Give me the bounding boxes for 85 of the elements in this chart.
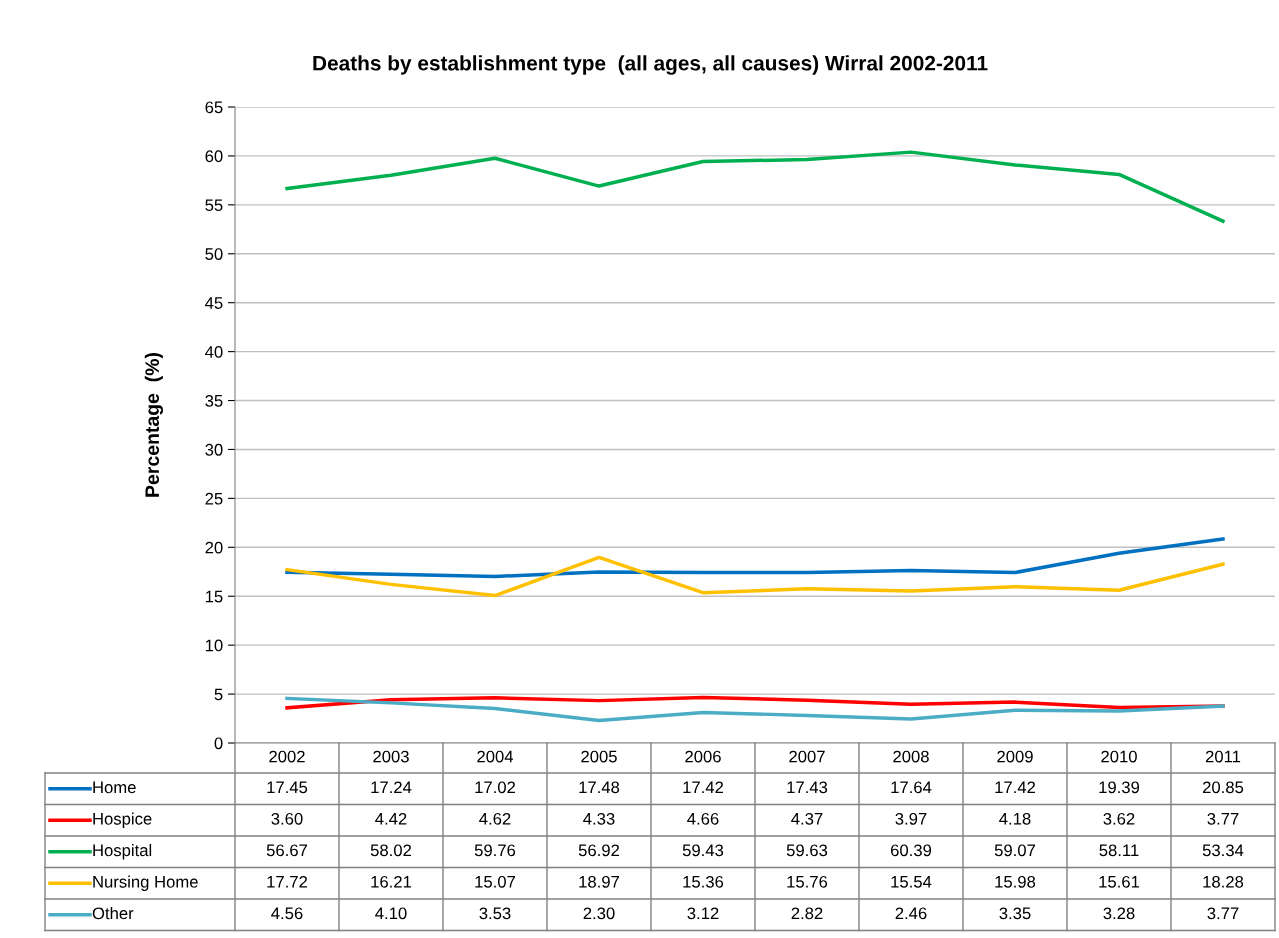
data-label: 16.21: [371, 875, 412, 888]
data-label: 3.62: [1103, 812, 1135, 825]
data-label: 3.60: [271, 812, 303, 825]
x-tick-label: 2005: [581, 750, 617, 763]
data-label: 17.48: [579, 781, 620, 794]
legend-label: Nursing Home: [93, 875, 198, 892]
data-label: 4.10: [375, 907, 407, 920]
data-label: 15.07: [475, 875, 516, 888]
x-tick-label: 2009: [997, 750, 1033, 763]
line-series: [285, 537, 1225, 579]
data-label: 19.39: [1099, 781, 1140, 794]
y-tick-label: 30: [205, 443, 223, 456]
data-label: 4.66: [687, 812, 719, 825]
x-tick-label: 2004: [477, 750, 514, 763]
data-label: 58.11: [1099, 844, 1139, 857]
data-label: 3.53: [479, 907, 511, 920]
data-label: 53.34: [1202, 844, 1244, 857]
data-label: 17.72: [267, 875, 308, 888]
y-tick-label: 5: [214, 688, 223, 701]
y-tick-label: 35: [205, 394, 223, 407]
legend-label: Other: [92, 906, 134, 920]
data-label: 4.56: [271, 907, 303, 920]
data-label: 15.76: [787, 875, 828, 888]
data-label: 59.63: [786, 844, 828, 857]
data-label: 3.28: [1103, 907, 1135, 920]
x-tick-label: 2011: [1205, 750, 1241, 763]
x-tick-label: 2010: [1101, 750, 1137, 763]
data-label: 15.98: [995, 875, 1036, 888]
data-label: 20.85: [1202, 781, 1244, 794]
data-label: 3.97: [895, 812, 927, 825]
data-label: 58.02: [370, 844, 412, 857]
data-label: 59.76: [474, 844, 516, 857]
data-label: 4.18: [999, 812, 1031, 825]
y-tick-label: 40: [205, 346, 223, 358]
data-label: 15.36: [683, 875, 724, 888]
data-label: 17.02: [475, 781, 516, 794]
y-tick-label: 55: [205, 199, 223, 212]
data-label: 17.43: [787, 781, 828, 794]
data-label: 56.67: [266, 844, 308, 857]
y-tick-label: 20: [205, 541, 223, 554]
data-label: 3.35: [999, 907, 1031, 920]
data-label: 4.62: [479, 812, 511, 825]
data-label: 15.61: [1099, 875, 1140, 888]
y-tick-label: 15: [205, 590, 223, 603]
legend-label: Hospice: [93, 812, 152, 829]
legend-label: Hospital: [93, 843, 152, 860]
data-label: 59.07: [994, 844, 1036, 857]
data-label: 3.77: [1207, 907, 1239, 920]
data-label: 17.42: [683, 781, 724, 794]
data-label: 2.46: [895, 907, 927, 920]
y-tick-label: 0: [214, 737, 223, 750]
data-label: 59.43: [682, 844, 724, 857]
x-tick-label: 2006: [685, 750, 721, 763]
y-tick-label: 65: [205, 101, 223, 114]
data-label: 4.42: [375, 812, 407, 825]
y-tick-label: 60: [205, 150, 223, 163]
legend-label: Home: [93, 781, 136, 794]
data-label: 17.45: [267, 781, 308, 794]
line-series: [285, 696, 1225, 723]
x-tick-label: 2008: [893, 750, 929, 763]
data-label: 3.77: [1207, 812, 1239, 825]
data-label: 56.92: [578, 844, 620, 857]
data-label: 17.42: [995, 781, 1036, 794]
chart-title: Deaths by establishment type (all ages, all causes) Wirral 2002-2011: [313, 55, 988, 75]
data-label: 17.24: [371, 781, 412, 794]
line-series: [285, 555, 1225, 598]
y-tick-label: 25: [205, 492, 223, 505]
data-label: 18.28: [1203, 875, 1244, 888]
y-tick-label: 45: [205, 297, 223, 309]
data-label: 18.97: [579, 875, 620, 888]
line-series: [285, 150, 1225, 223]
y-axis-title: Percentage (%): [144, 353, 163, 497]
data-label: 4.33: [583, 812, 615, 825]
y-tick-label: 10: [205, 639, 223, 652]
x-tick-label: 2003: [373, 750, 409, 763]
data-label: 2.30: [583, 907, 615, 920]
data-label: 17.64: [891, 781, 932, 794]
data-label: 2.82: [791, 907, 823, 920]
data-label: 4.37: [791, 812, 823, 825]
data-label: 60.39: [890, 844, 932, 857]
y-tick-label: 50: [205, 248, 223, 260]
x-tick-label: 2002: [269, 750, 305, 763]
x-tick-label: 2007: [789, 750, 825, 763]
data-label: 3.12: [687, 907, 719, 920]
data-label: 15.54: [891, 876, 932, 888]
